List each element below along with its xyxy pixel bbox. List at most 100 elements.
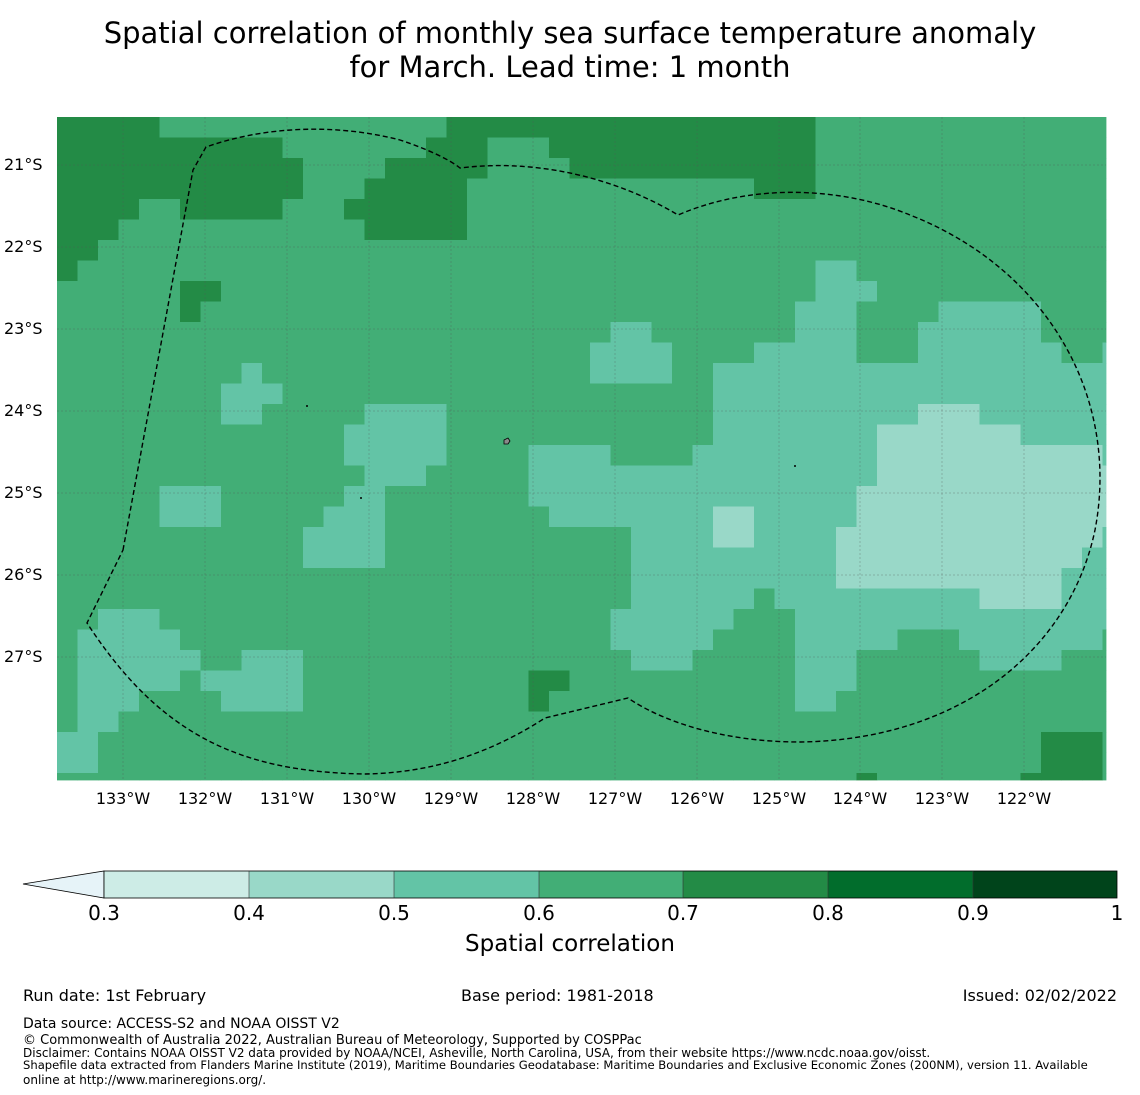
grid-cell	[774, 424, 796, 446]
grid-cell	[733, 527, 755, 548]
grid-cell	[344, 711, 365, 733]
grid-cell	[467, 527, 488, 548]
grid-cell	[672, 527, 693, 548]
grid-cell	[139, 650, 160, 671]
grid-cell	[733, 240, 755, 261]
grid-cell	[918, 527, 939, 548]
grid-cell	[282, 670, 304, 692]
grid-cell	[364, 322, 386, 343]
grid-cell	[692, 260, 714, 282]
grid-cell	[364, 609, 386, 630]
grid-cell	[262, 609, 283, 630]
grid-cell	[815, 158, 837, 179]
grid-cell	[446, 670, 468, 692]
grid-cell	[979, 527, 1001, 548]
grid-cell	[446, 445, 468, 466]
grid-cell	[221, 301, 242, 323]
grid-cell	[856, 322, 878, 343]
grid-cell	[262, 240, 283, 261]
grid-cell	[98, 650, 119, 671]
grid-cell	[877, 281, 898, 302]
grid-cell	[754, 178, 775, 200]
grid-cell	[159, 486, 181, 507]
grid-cell	[1061, 404, 1083, 425]
grid-cell	[877, 568, 898, 589]
grid-cell	[323, 650, 345, 671]
grid-cell	[897, 445, 919, 466]
grid-cell	[590, 363, 611, 384]
grid-cell	[118, 219, 140, 241]
grid-cell	[979, 465, 1001, 487]
grid-cell	[1061, 301, 1083, 323]
grid-cell	[610, 752, 632, 774]
grid-cell	[631, 445, 652, 466]
grid-cell	[528, 178, 550, 200]
grid-cell	[405, 363, 427, 384]
grid-cell	[631, 506, 652, 528]
grid-cell	[1041, 773, 1062, 781]
grid-cell	[979, 506, 1001, 528]
grid-cell	[118, 691, 140, 712]
grid-cell	[118, 445, 140, 466]
grid-cell	[610, 137, 632, 159]
grid-cell	[959, 486, 980, 507]
grid-cell	[754, 547, 775, 569]
grid-cell	[631, 670, 652, 692]
grid-cell	[856, 650, 878, 671]
grid-cell	[959, 773, 980, 781]
grid-cell	[98, 670, 119, 692]
grid-cell	[713, 711, 734, 733]
grid-cell	[241, 773, 263, 781]
grid-cell	[795, 404, 816, 425]
grid-cell	[897, 178, 919, 200]
grid-cell	[200, 342, 222, 364]
grid-cell	[57, 383, 78, 405]
grid-cell	[692, 178, 714, 200]
grid-cell	[692, 383, 714, 405]
grid-cell	[692, 404, 714, 425]
grid-cell	[856, 752, 878, 774]
grid-cell	[180, 322, 201, 343]
grid-cell	[692, 629, 714, 651]
grid-cell	[200, 670, 222, 692]
grid-cell	[897, 158, 919, 179]
grid-cell	[631, 199, 652, 220]
grid-cell	[1000, 404, 1021, 425]
grid-cell	[610, 629, 632, 651]
grid-cell	[385, 486, 406, 507]
grid-cell	[364, 568, 386, 589]
grid-cell	[590, 178, 611, 200]
grid-cell	[631, 322, 652, 343]
grid-cell	[180, 691, 201, 712]
grid-cell	[446, 342, 468, 364]
grid-cell	[303, 773, 324, 781]
grid-cell	[344, 547, 365, 569]
grid-cell	[118, 301, 140, 323]
grid-cell	[159, 178, 181, 200]
grid-cell	[241, 527, 263, 548]
grid-cell	[569, 178, 591, 200]
grid-cell	[221, 732, 242, 753]
colorbar-bin-0.8-0.9	[828, 871, 973, 898]
grid-cell	[1061, 281, 1083, 302]
grid-cell	[836, 568, 857, 589]
chart-title-line2: for March. Lead time: 1 month	[349, 50, 791, 84]
grid-cell	[139, 137, 160, 159]
grid-cell	[426, 732, 447, 753]
grid-cell	[877, 732, 898, 753]
grid-cell	[713, 117, 734, 138]
grid-cell	[405, 711, 427, 733]
grid-cell	[467, 752, 488, 774]
grid-cell	[754, 650, 775, 671]
grid-cell	[918, 219, 939, 241]
grid-cell	[180, 506, 201, 528]
grid-cell	[774, 547, 796, 569]
grid-cell	[795, 424, 816, 446]
grid-cell	[590, 281, 611, 302]
lon-label-131w: 131°W	[259, 789, 315, 808]
grid-cell	[282, 547, 304, 569]
grid-cell	[692, 506, 714, 528]
grid-cell	[918, 117, 939, 138]
grid-cell	[856, 158, 878, 179]
grid-cell	[1020, 465, 1042, 487]
